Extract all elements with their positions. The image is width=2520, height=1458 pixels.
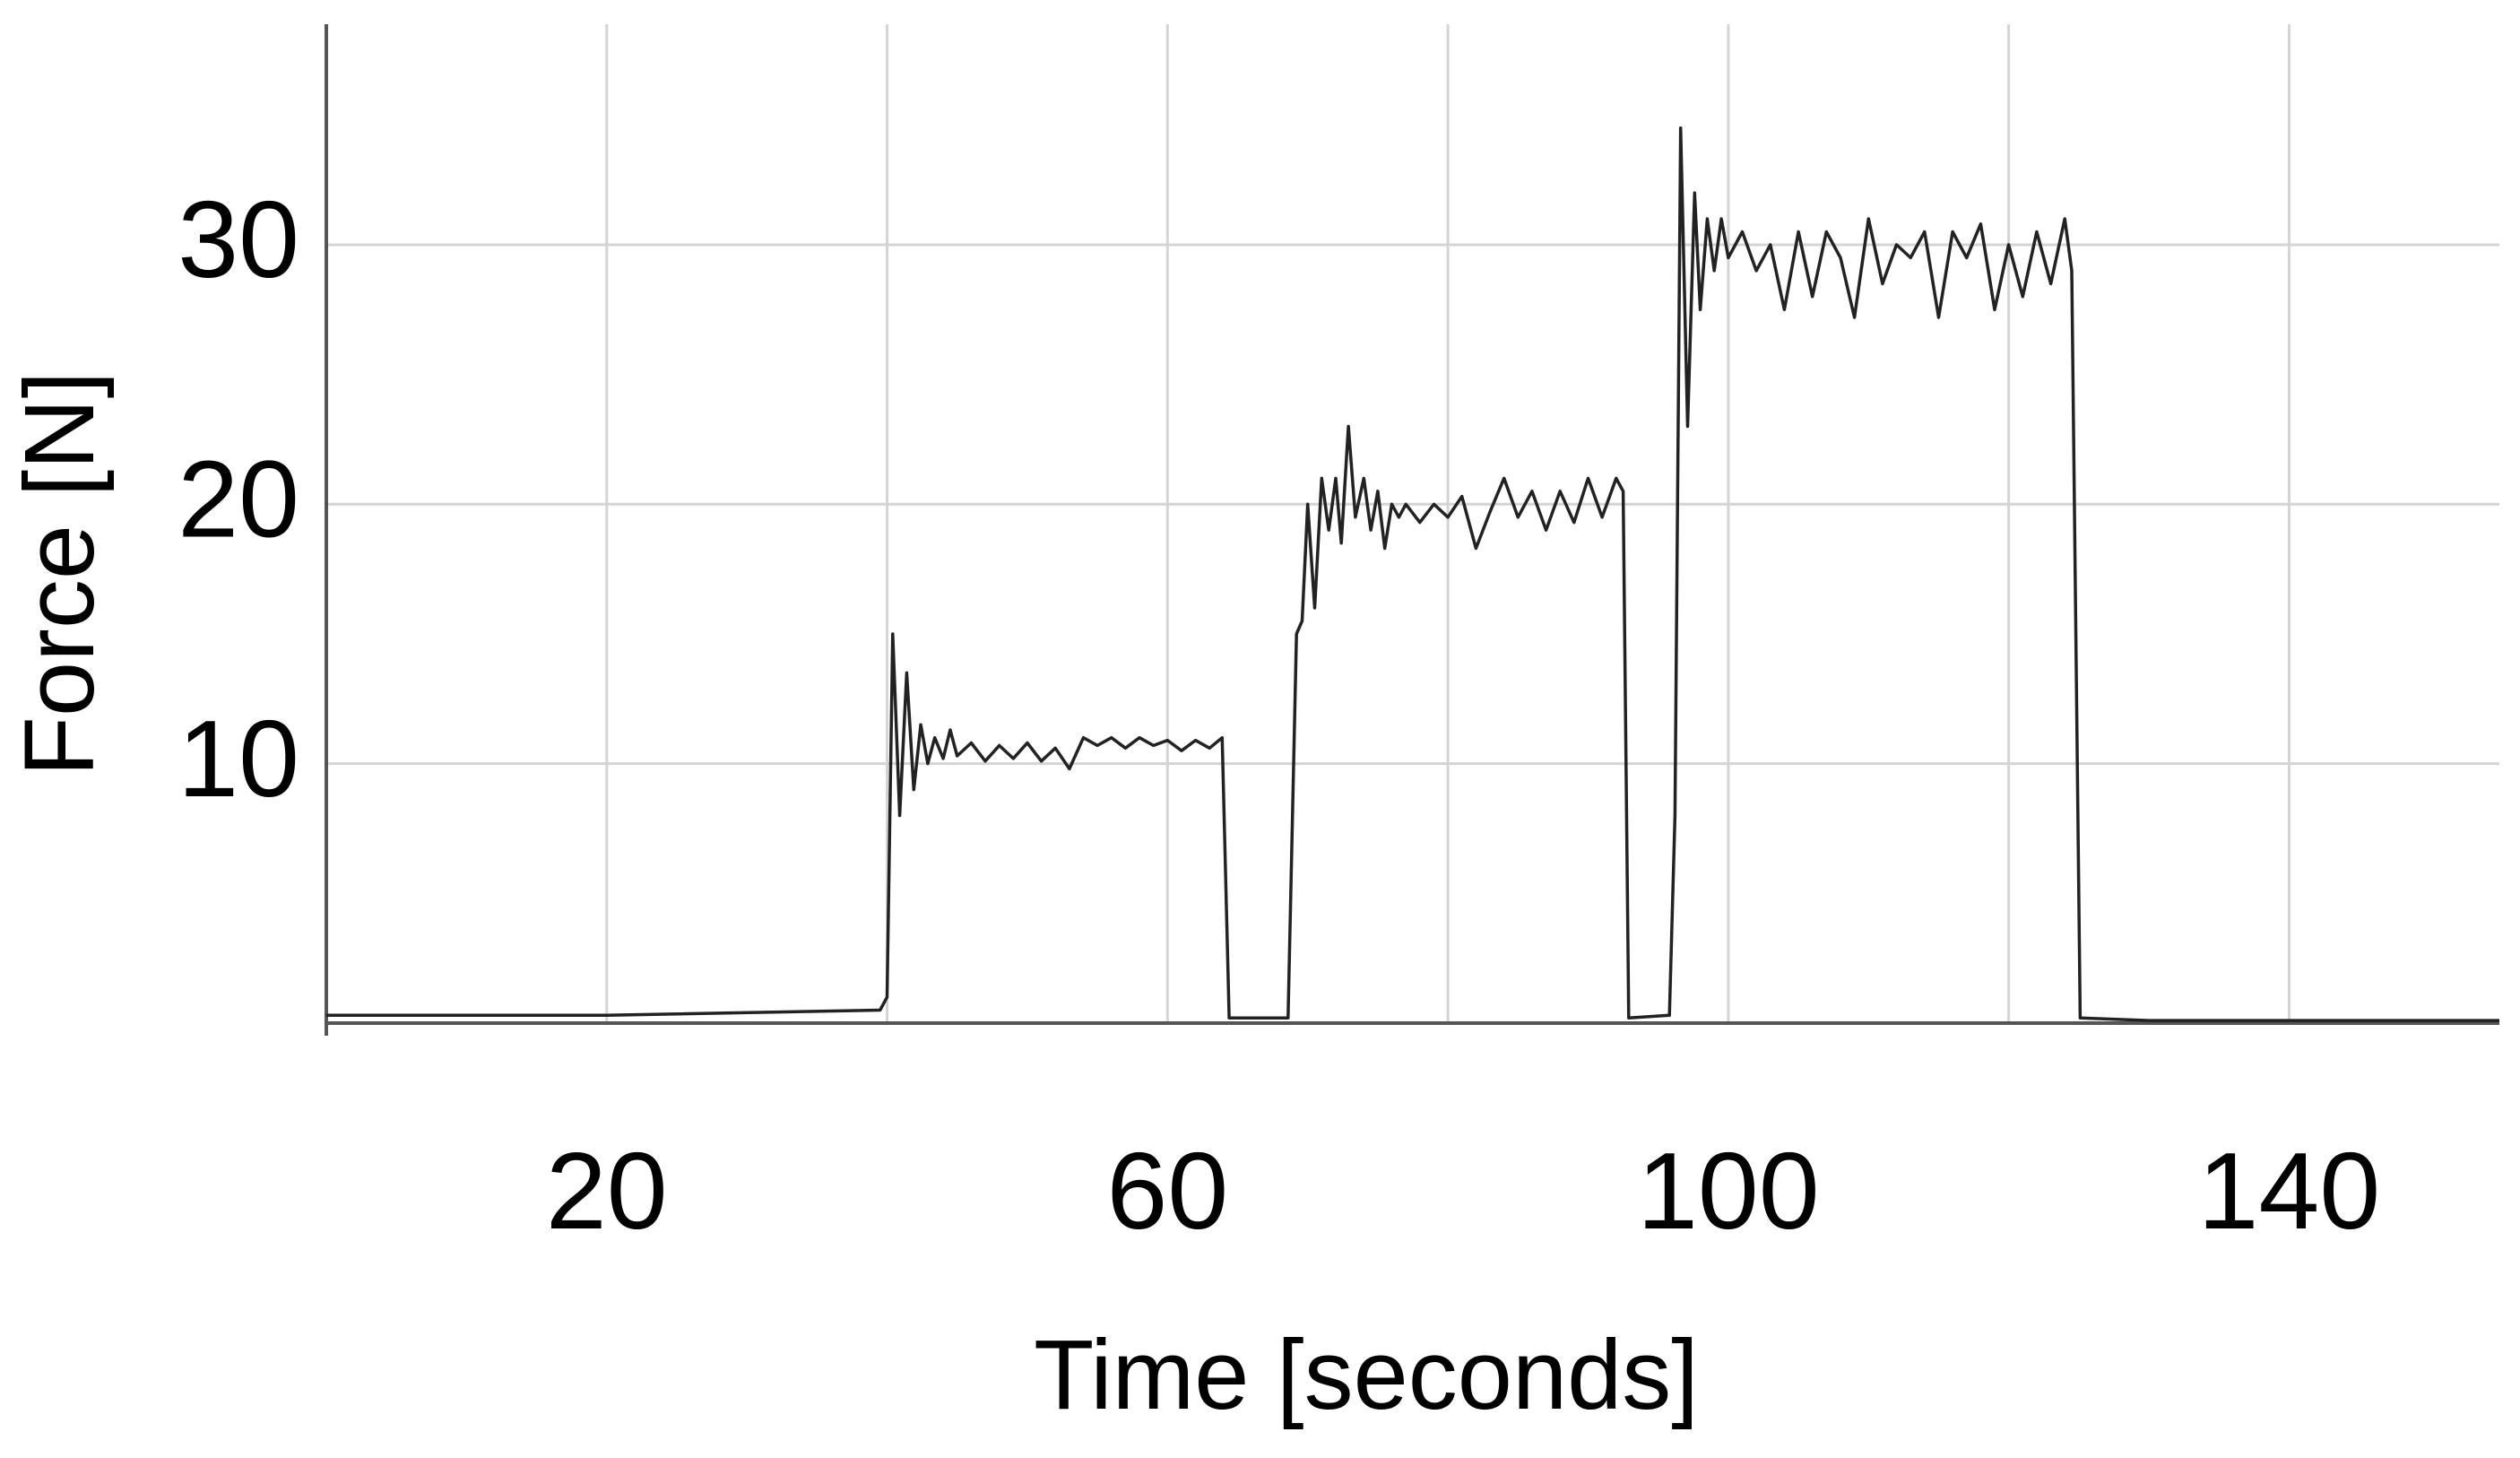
x-tick-label: 140 (2198, 1130, 2381, 1252)
y-tick-label: 30 (178, 178, 299, 300)
y-tick-label: 20 (178, 438, 299, 560)
x-tick-label: 60 (1106, 1130, 1228, 1252)
data-line (326, 126, 2499, 1022)
x-tick-label: 20 (546, 1130, 668, 1252)
x-tick-label: 100 (1637, 1130, 1820, 1252)
y-tick-label: 10 (178, 698, 299, 820)
x-axis-title: Time [seconds] (1034, 1320, 1699, 1430)
y-axis-title: Force [N] (4, 371, 115, 777)
